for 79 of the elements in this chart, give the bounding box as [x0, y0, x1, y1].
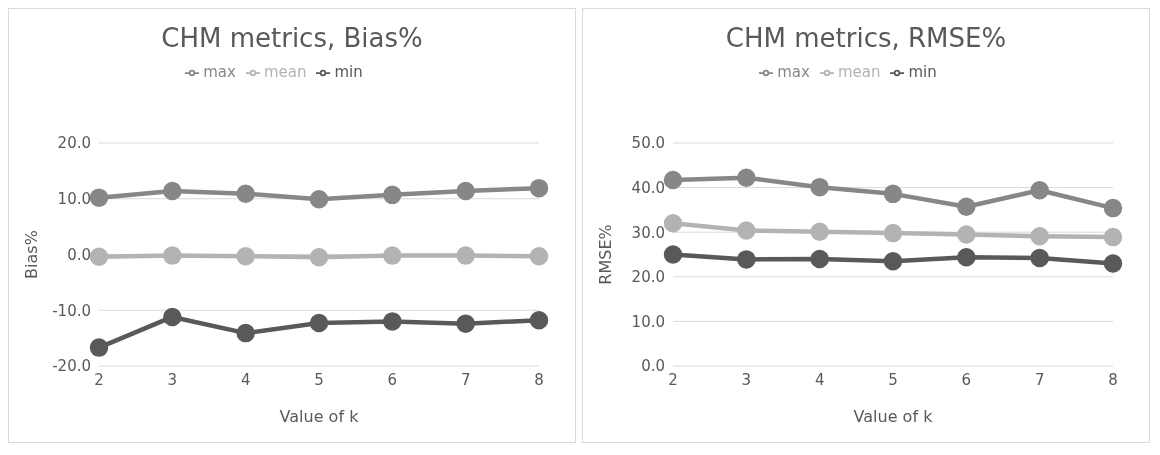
- point: [236, 184, 255, 203]
- y-tick-label: -10.0: [52, 301, 91, 320]
- chart-title: CHM metrics, RMSE%: [724, 23, 1008, 55]
- x-tick-label: 4: [240, 370, 251, 389]
- point: [737, 221, 756, 240]
- y-axis-title: Bias%: [21, 230, 41, 279]
- legend-label: min: [908, 63, 937, 81]
- point: [1030, 248, 1049, 268]
- legend-label: max: [777, 63, 810, 81]
- y-tick-label: 0.0: [641, 357, 665, 376]
- y-tick-label: 50.0: [631, 134, 665, 153]
- x-tick-label: 6: [961, 370, 972, 389]
- point: [957, 197, 976, 217]
- y-tick-label: 10.0: [631, 312, 665, 331]
- legend-label: mean: [837, 63, 881, 81]
- x-tick-label: 4: [814, 370, 825, 389]
- point: [309, 248, 329, 267]
- chart-title: CHM metrics, Bias%: [160, 23, 424, 55]
- point: [883, 223, 903, 243]
- legend-label: mean: [263, 63, 307, 81]
- point: [529, 311, 549, 330]
- point: [89, 338, 109, 357]
- point: [529, 178, 549, 198]
- y-tick-label: 20.0: [57, 134, 91, 153]
- point: [383, 246, 402, 265]
- point: [309, 190, 329, 209]
- point: [810, 177, 829, 197]
- point: [89, 188, 109, 207]
- point: [383, 312, 402, 331]
- x-tick-label: 5: [888, 370, 898, 389]
- point: [456, 181, 475, 201]
- point: [663, 214, 683, 233]
- point: [663, 170, 683, 190]
- x-tick-label: 5: [314, 370, 324, 389]
- point: [456, 314, 475, 333]
- y-axis-title: RMSE%: [595, 224, 615, 285]
- point: [1103, 254, 1123, 273]
- point: [883, 251, 903, 271]
- x-axis-title: Value of k: [279, 407, 360, 426]
- x-tick-label: 7: [460, 370, 471, 389]
- point: [89, 247, 109, 266]
- point: [1030, 181, 1049, 200]
- point: [810, 249, 829, 269]
- x-tick-label: 7: [1034, 370, 1045, 389]
- point: [456, 246, 475, 265]
- point: [163, 181, 182, 201]
- y-tick-label: 40.0: [631, 178, 665, 197]
- point: [383, 185, 402, 205]
- x-tick-label: 8: [1108, 370, 1118, 389]
- x-tick-label: 3: [167, 370, 178, 389]
- x-tick-label: 2: [94, 370, 104, 389]
- x-tick-label: 6: [387, 370, 398, 389]
- y-tick-label: 0.0: [67, 245, 91, 264]
- point: [737, 250, 756, 269]
- point: [663, 245, 683, 264]
- point: [163, 246, 182, 265]
- y-tick-label: 10.0: [57, 190, 91, 209]
- y-tick-label: 20.0: [631, 268, 665, 287]
- point: [810, 222, 829, 241]
- point: [163, 307, 182, 327]
- x-tick-label: 3: [741, 370, 752, 389]
- y-tick-label: 30.0: [631, 223, 665, 242]
- y-tick-label: -20.0: [52, 357, 91, 376]
- point: [1103, 198, 1123, 218]
- x-tick-label: 2: [668, 370, 678, 389]
- point: [309, 313, 329, 333]
- legend-label: max: [203, 63, 236, 81]
- x-tick-label: 8: [534, 370, 544, 389]
- point: [957, 247, 976, 267]
- point: [957, 225, 976, 244]
- point: [1103, 227, 1123, 247]
- point: [236, 323, 255, 343]
- point: [737, 168, 756, 188]
- point: [1030, 226, 1049, 246]
- point: [883, 184, 903, 204]
- x-axis-title: Value of k: [853, 407, 934, 426]
- legend-label: min: [334, 63, 363, 81]
- point: [529, 246, 549, 266]
- point: [236, 246, 255, 266]
